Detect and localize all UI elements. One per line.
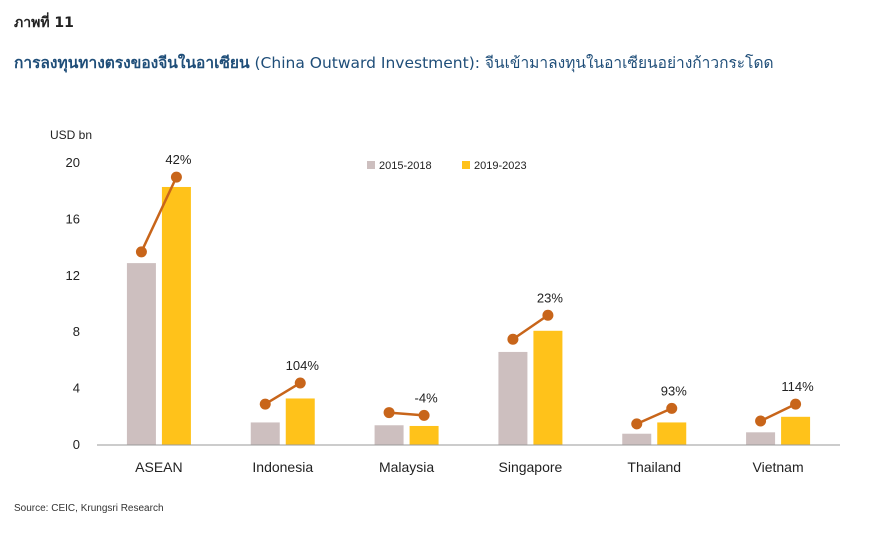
bar-2019-2023 — [657, 422, 687, 445]
y-tick-label: 4 — [73, 381, 80, 396]
y-tick-label: 16 — [66, 211, 80, 226]
source-note: Source: CEIC, Krungsri Research — [14, 503, 164, 514]
bar-2015-2018 — [498, 351, 528, 445]
bar-2019-2023 — [533, 330, 563, 445]
legend-label-2015-2018: 2015-2018 — [379, 160, 432, 172]
growth-marker-end — [666, 402, 678, 414]
chart-title: การลงทุนทางตรงของจีนในอาเซียน (China Out… — [14, 50, 774, 75]
bar-2019-2023 — [285, 398, 315, 445]
figure-label: ภาพที่ 11 — [14, 15, 74, 31]
bar-2019-2023 — [161, 186, 191, 445]
x-tick-label: Malaysia — [379, 459, 434, 475]
x-tick-label: Singapore — [499, 459, 563, 475]
growth-marker-end — [790, 398, 802, 410]
y-axis-label: USD bn — [50, 128, 92, 142]
bar-2015-2018 — [746, 432, 776, 445]
x-tick-label: ASEAN — [135, 459, 182, 475]
bar-2015-2018 — [622, 433, 652, 445]
growth-marker-start — [383, 407, 395, 419]
growth-line — [140, 176, 178, 253]
bar-2015-2018 — [374, 425, 404, 445]
growth-line — [512, 314, 549, 341]
y-tick-label: 20 — [66, 155, 80, 170]
x-tick-label: Vietnam — [753, 459, 804, 475]
bar-2019-2023 — [409, 425, 439, 445]
growth-label: 104% — [286, 358, 320, 373]
growth-line — [760, 402, 797, 423]
y-tick-label: 0 — [73, 437, 80, 452]
growth-label: -4% — [415, 390, 439, 405]
growth-line — [264, 381, 301, 406]
growth-marker-start — [135, 246, 147, 258]
bar-2019-2023 — [781, 416, 811, 445]
bar-2015-2018 — [250, 422, 280, 445]
growth-label: 42% — [165, 152, 191, 167]
growth-marker-start — [631, 418, 643, 430]
y-tick-label: 8 — [73, 324, 80, 339]
growth-marker-start — [755, 415, 767, 427]
x-tick-label: Indonesia — [252, 459, 313, 475]
growth-marker-end — [542, 309, 554, 321]
growth-line — [636, 407, 673, 425]
growth-marker-end — [294, 377, 306, 389]
legend-swatch-2019-2023 — [462, 161, 470, 169]
growth-marker-start — [507, 333, 519, 345]
growth-label: 93% — [661, 383, 687, 398]
legend-label-2019-2023: 2019-2023 — [474, 160, 527, 172]
growth-label: 23% — [537, 290, 563, 305]
title-thai-bold: การลงทุนทางตรงของจีนในอาเซียน — [14, 54, 250, 72]
growth-marker-start — [259, 398, 271, 410]
growth-marker-end — [170, 171, 182, 183]
growth-marker-end — [418, 409, 430, 421]
bar-2015-2018 — [126, 263, 156, 445]
legend-swatch-2015-2018 — [367, 161, 375, 169]
y-tick-label: 12 — [66, 268, 80, 283]
growth-label: 114% — [781, 379, 814, 394]
title-rest: (China Outward Investment): จีนเข้ามาลงท… — [249, 54, 774, 72]
x-tick-label: Thailand — [627, 459, 681, 475]
growth-line — [388, 411, 425, 417]
